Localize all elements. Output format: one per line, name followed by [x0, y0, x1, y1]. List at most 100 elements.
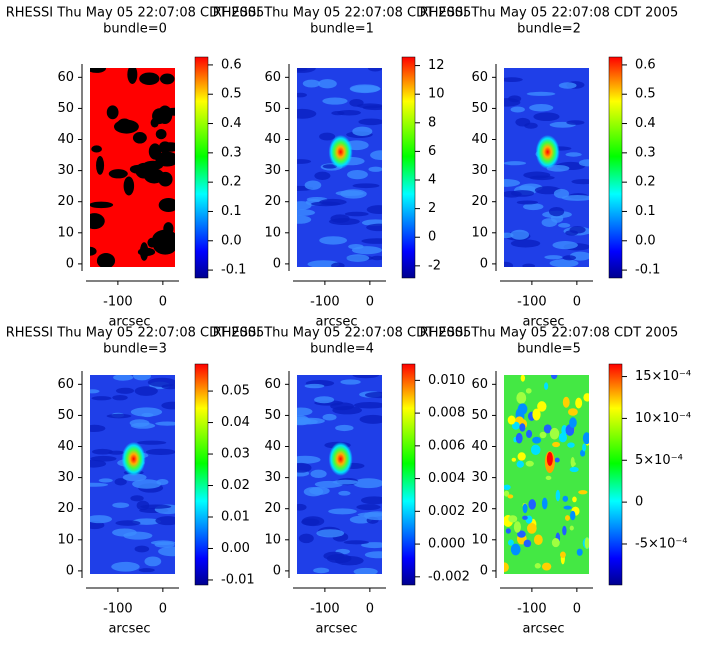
heatmap-blob	[98, 478, 113, 483]
panel: RHESSI Thu May 05 22:07:08 CDT 2005bundl…	[213, 6, 472, 330]
y-tick-label: 60	[264, 70, 281, 85]
heatmap-blob	[158, 171, 173, 187]
heatmap-blob	[504, 161, 527, 166]
y-tick-label: 10	[264, 225, 281, 240]
heatmap-blob	[330, 402, 355, 411]
heatmap-blob	[539, 431, 547, 439]
heatmap-blob	[575, 397, 583, 409]
heatmap-blob	[553, 188, 570, 199]
heatmap-blob	[504, 261, 514, 267]
heatmap-blob	[543, 424, 552, 434]
heatmap-blob	[507, 415, 516, 425]
heatmap-blob	[352, 183, 380, 189]
colorbar-tick-label: 0.5	[221, 87, 242, 102]
colorbar-tick-label: 2	[428, 201, 436, 216]
colorbar-tick-label: 5×10⁻⁴	[635, 453, 683, 468]
heatmap-blob	[368, 166, 382, 172]
heatmap-blob	[508, 95, 522, 103]
heatmap-blob	[522, 515, 528, 520]
heatmap-blob	[353, 567, 378, 574]
colorbar	[608, 363, 623, 586]
heatmap-blob	[537, 401, 547, 412]
y-tick-label: 10	[57, 225, 74, 240]
heatmap-blob	[550, 375, 558, 380]
colorbar-tick-label: 0.6	[635, 57, 656, 72]
heatmap-blob	[90, 515, 113, 524]
y-tick-label: 30	[57, 163, 74, 178]
y-tick-label: 50	[264, 408, 281, 423]
y-tick-label: 50	[57, 408, 74, 423]
chart-title: RHESSI Thu May 05 22:07:08 CDT 2005	[213, 6, 472, 21]
heatmap-blob	[532, 408, 541, 421]
heatmap-blob	[570, 510, 576, 521]
heatmap-blob	[517, 452, 526, 461]
heatmap-blob	[155, 129, 167, 140]
heatmap-blob	[159, 73, 175, 85]
chart-subtitle: bundle=3	[103, 342, 167, 357]
heatmap-blob	[343, 540, 369, 545]
heatmap-blob	[523, 203, 544, 211]
colorbar-tick-label: 0.004	[428, 471, 465, 486]
heatmap-blob	[571, 179, 589, 185]
heatmap-blob	[112, 502, 130, 508]
y-tick-label: 40	[471, 132, 488, 147]
heatmap-blob	[144, 556, 162, 567]
heatmap-blob	[106, 105, 119, 120]
heatmap-blob	[562, 495, 569, 502]
y-tick-label: 60	[264, 377, 281, 392]
heatmap-blob	[364, 551, 382, 559]
heatmap-blob	[133, 375, 151, 381]
heatmap-blob	[155, 421, 175, 426]
heatmap-blob	[302, 79, 321, 88]
y-tick-label: 40	[264, 132, 281, 147]
colorbar-tick-label: 12	[428, 58, 445, 73]
heatmap-blob	[297, 201, 312, 210]
heatmap-blob	[348, 244, 364, 250]
y-tick-label: 0	[273, 563, 281, 578]
heatmap-blob	[583, 393, 589, 402]
y-tick-label: 40	[264, 439, 281, 454]
heatmap-blob	[330, 214, 350, 223]
x-tick-label: 0	[573, 602, 581, 617]
heatmap-blob	[558, 82, 577, 89]
heatmap-blob	[90, 246, 97, 256]
heatmap-blob	[534, 186, 561, 195]
chart-subtitle: bundle=5	[517, 342, 581, 357]
heatmap-blob	[123, 531, 153, 540]
chart-subtitle: bundle=0	[103, 22, 167, 37]
heatmap-blob	[317, 79, 337, 89]
heatmap-blob	[155, 516, 175, 526]
heatmap-blob	[302, 516, 325, 527]
heatmap-blob	[322, 97, 348, 105]
heatmap-blob	[297, 455, 321, 464]
heatmap-blob	[130, 407, 163, 417]
x-tick-label: -100	[517, 295, 547, 310]
heatmap-blob	[504, 77, 523, 83]
colorbar-tick-label: 8	[428, 115, 436, 130]
heatmap-blob	[526, 429, 533, 439]
y-tick-label: 50	[471, 408, 488, 423]
heatmap-blob	[139, 72, 160, 85]
y-tick-label: 10	[57, 532, 74, 547]
heatmap-blob	[511, 457, 517, 462]
x-tick-label: 0	[366, 295, 374, 310]
heatmap-blob	[515, 117, 531, 127]
heatmap-blob	[511, 421, 520, 430]
heatmap-blob	[361, 542, 382, 549]
heatmap-blob	[371, 255, 382, 261]
y-tick-label: 50	[471, 101, 488, 116]
colorbar-tick-label: -0.1	[635, 263, 660, 278]
colorbar-tick-label: 0	[635, 495, 643, 510]
colorbar-tick-label: 10	[428, 87, 445, 102]
heatmap-blob	[132, 132, 147, 144]
heatmap-blob	[552, 441, 561, 448]
heatmap-blob	[359, 414, 382, 424]
heatmap-blob	[544, 255, 563, 260]
heatmap-blob	[134, 386, 158, 396]
heatmap-blob	[551, 537, 560, 548]
heatmap-blob	[314, 396, 335, 404]
y-tick-label: 40	[471, 439, 488, 454]
heatmap-blob	[96, 155, 105, 175]
colorbar-tick-label: -0.1	[221, 263, 246, 278]
heatmap-blob	[526, 91, 556, 96]
